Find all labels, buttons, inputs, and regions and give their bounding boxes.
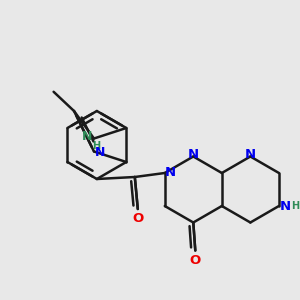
Text: H: H bbox=[291, 201, 299, 211]
Text: N: N bbox=[188, 148, 199, 161]
Text: O: O bbox=[132, 212, 143, 226]
Text: N: N bbox=[165, 167, 176, 179]
Text: H: H bbox=[92, 140, 100, 151]
Text: N: N bbox=[95, 146, 105, 159]
Text: N: N bbox=[82, 130, 92, 143]
Text: N: N bbox=[279, 200, 290, 212]
Text: O: O bbox=[190, 254, 201, 267]
Text: N: N bbox=[245, 148, 256, 161]
